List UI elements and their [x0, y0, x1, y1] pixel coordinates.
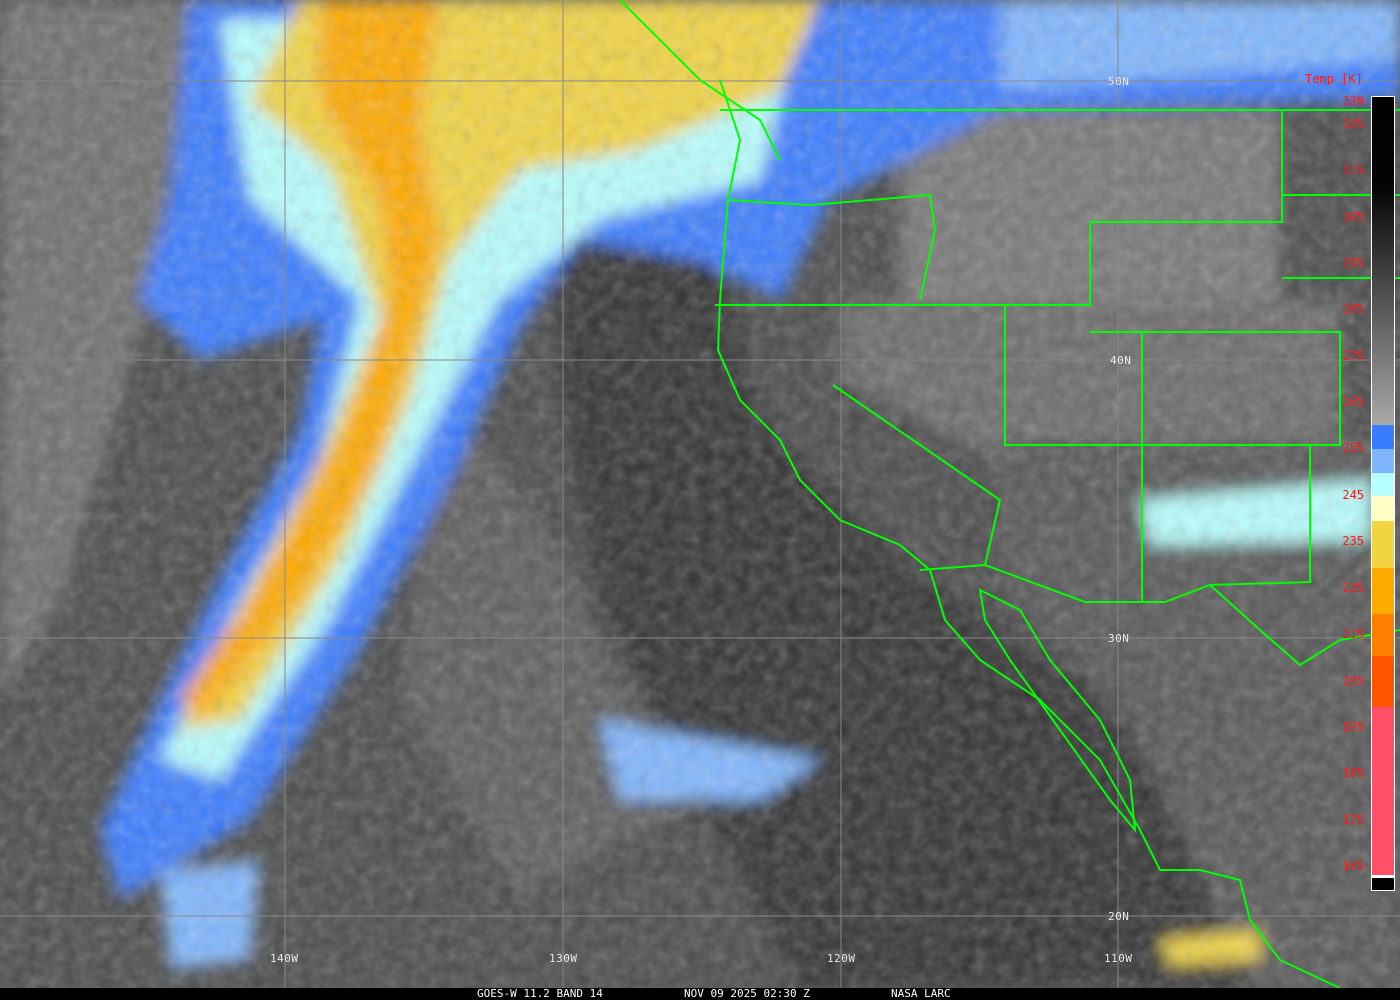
image-caption: GOES-W 11.2 BAND 14 NOV 09 2025 02:30 Z …	[0, 988, 1400, 1000]
colorbar-tick-label: 225	[1342, 581, 1364, 595]
colorbar-tick-label: 185	[1342, 766, 1364, 780]
lon-label: 130W	[549, 952, 578, 965]
colorbar-tick-label: 235	[1342, 534, 1364, 548]
lon-label: 120W	[827, 952, 856, 965]
colorbar-tick-label: 165	[1342, 859, 1364, 873]
colorbar-tick-label: 175	[1342, 813, 1364, 827]
lat-label: 30N	[1108, 632, 1130, 645]
colorbar-tick-label: 315	[1342, 163, 1364, 177]
colorbar-tick-label: 195	[1342, 720, 1364, 734]
colorbar-title: Temp [K]	[1305, 72, 1363, 86]
political-borders	[619, 0, 1400, 988]
satellite-band-label: GOES-W 11.2 BAND 14	[477, 987, 603, 1000]
temperature-colorbar	[1371, 96, 1395, 891]
colorbar-tick-label: 305	[1342, 210, 1364, 224]
colorbar-tick-label: 265	[1342, 395, 1364, 409]
colorbar-tick-label: 275	[1342, 349, 1364, 363]
colorbar-tick-label: 330	[1342, 94, 1364, 108]
lat-label: 50N	[1108, 75, 1130, 88]
colorbar-tick-label: 285	[1342, 302, 1364, 316]
colorbar-tick-label: 205	[1342, 674, 1364, 688]
source-label: NASA LARC	[891, 987, 951, 1000]
colorbar-tick-label: 215	[1342, 627, 1364, 641]
lon-label: 140W	[270, 952, 299, 965]
colorbar-tick-label: 295	[1342, 256, 1364, 270]
colorbar-tick-label: 255	[1342, 441, 1364, 455]
datetime-label: NOV 09 2025 02:30 Z	[684, 987, 810, 1000]
lat-label: 40N	[1110, 354, 1132, 367]
colorbar-tick-label: 245	[1342, 488, 1364, 502]
colorbar-tick-label: 325	[1342, 117, 1364, 131]
lon-label: 110W	[1104, 952, 1133, 965]
lat-label: 20N	[1108, 910, 1130, 923]
